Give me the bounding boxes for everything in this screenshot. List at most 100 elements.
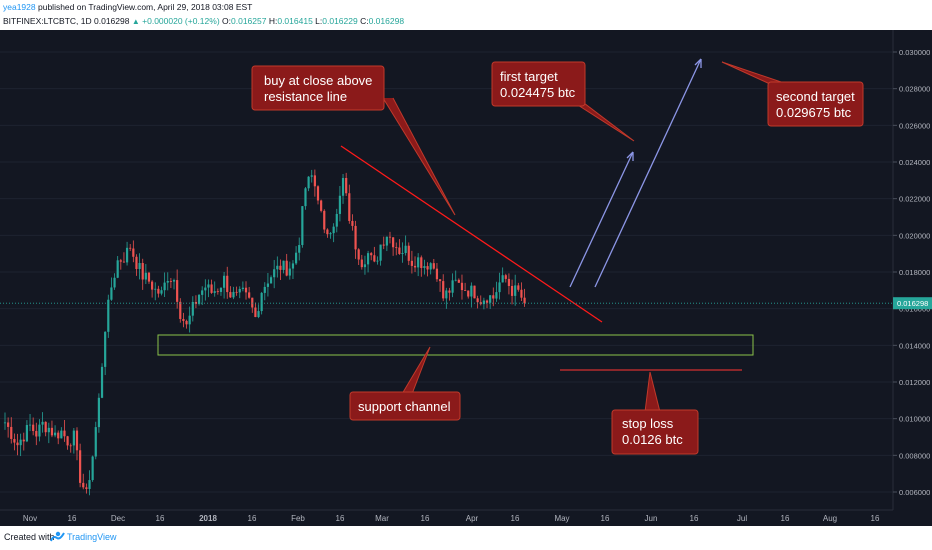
- candle-body: [88, 480, 91, 489]
- candle-body: [185, 320, 188, 325]
- candle-body: [244, 287, 248, 293]
- candle-body: [138, 262, 141, 269]
- price-tick-label: 0.022000: [899, 195, 930, 204]
- candle-body: [7, 422, 10, 427]
- low-value: 0.016229: [322, 16, 358, 26]
- time-tick-label: Nov: [23, 514, 37, 523]
- candle-body: [141, 262, 144, 280]
- triangle-up-icon: ▲: [131, 17, 140, 26]
- high-label: H:: [268, 16, 278, 26]
- callout-first-target[interactable]: first target 0.024475 btc: [491, 61, 635, 142]
- candle-body: [520, 289, 523, 298]
- callout-stop-loss-line1: stop loss: [622, 416, 674, 431]
- candle-body: [501, 275, 504, 283]
- candle-body: [473, 285, 476, 299]
- candle-body: [116, 260, 119, 278]
- candle-body: [132, 248, 135, 257]
- price-chart[interactable]: buy at close above resistance line first…: [0, 30, 932, 526]
- callout-stop-loss-line2: 0.0126 btc: [622, 432, 683, 447]
- callout-support[interactable]: support channel: [349, 346, 461, 421]
- candle-body: [238, 288, 241, 293]
- candle-body: [169, 281, 172, 282]
- candle-body: [388, 236, 392, 238]
- candle-body: [125, 247, 129, 263]
- callout-support-line1: support channel: [358, 399, 451, 414]
- candle-body: [517, 285, 520, 290]
- candle-body: [476, 298, 479, 303]
- resistance-trendline: [340, 145, 603, 323]
- candle-body: [47, 427, 50, 433]
- candle-body: [144, 272, 147, 280]
- callout-stop-loss[interactable]: stop loss 0.0126 btc: [611, 371, 699, 455]
- candle-body: [294, 252, 298, 264]
- time-tick-label: May: [554, 514, 569, 523]
- callout-second-target[interactable]: second target 0.029675 btc: [721, 61, 864, 127]
- candle-body: [269, 277, 273, 284]
- candle-body: [485, 300, 489, 303]
- last-price-badge: [893, 297, 932, 310]
- candle-body: [504, 275, 507, 279]
- candle-body: [41, 421, 44, 425]
- candle-body: [376, 260, 379, 262]
- price-tick-label: 0.010000: [899, 415, 930, 424]
- candle-body: [119, 260, 122, 262]
- candle-body: [273, 269, 276, 278]
- candle-body: [182, 318, 185, 321]
- candle-body: [82, 482, 85, 488]
- candle-body: [219, 287, 223, 292]
- time-axis[interactable]: Nov 16 Dec 16 2018 16 Feb 16 Mar 16 Apr 16 May 16 Jun 1…: [0, 509, 893, 523]
- candle-body: [147, 272, 151, 282]
- candle-body: [207, 284, 210, 288]
- candle-body: [341, 177, 345, 196]
- price-axis[interactable]: 0.030000 0.028000 0.026000 0.024000 0.022000…: [892, 30, 930, 510]
- price-tick-label: 0.008000: [899, 451, 930, 460]
- target-arrow-2-head: [694, 58, 702, 68]
- candle-body: [104, 331, 107, 367]
- author-link[interactable]: yea1928: [3, 2, 36, 12]
- candle-body: [35, 430, 38, 437]
- candle-body: [507, 278, 511, 286]
- last-price-marker: 0.016298: [0, 297, 932, 310]
- candle-body: [154, 288, 157, 290]
- time-tick-label: Jun: [645, 514, 658, 523]
- candle-body: [172, 280, 176, 282]
- tradingview-logo-icon: [50, 531, 65, 542]
- candle-body: [357, 249, 360, 260]
- callout-second-target-line1: second target: [776, 89, 855, 104]
- candle-body: [69, 445, 72, 447]
- candle-body: [429, 263, 432, 270]
- callout-buy[interactable]: buy at close above resistance line: [251, 65, 456, 216]
- candle-body: [229, 292, 232, 298]
- time-tick-label: 16: [781, 514, 790, 523]
- chart-footer: Created with TradingView: [0, 526, 932, 550]
- support-channel-box: [157, 334, 754, 356]
- tradingview-brand-link[interactable]: TradingView: [67, 532, 117, 542]
- price-tick-label: 0.006000: [899, 488, 930, 497]
- candle-body: [329, 233, 332, 235]
- candle-body: [510, 285, 514, 296]
- candle-body: [460, 282, 464, 291]
- candle-body: [467, 290, 470, 297]
- candle-body: [514, 285, 517, 296]
- candle-body: [85, 487, 88, 489]
- price-tick-label: 0.014000: [899, 341, 930, 350]
- candle-body: [110, 287, 113, 300]
- callout-buy-line2: resistance line: [264, 89, 347, 104]
- chart-header: yea1928 published on TradingView.com, Ap…: [0, 0, 932, 30]
- candle-body: [235, 291, 238, 293]
- price-tick-label: 0.012000: [899, 378, 930, 387]
- candle-body: [16, 442, 19, 446]
- candle-body: [260, 292, 263, 312]
- candle-body: [345, 177, 348, 194]
- candle-body: [366, 253, 370, 265]
- candle-body: [157, 288, 160, 294]
- candle-body: [66, 436, 69, 446]
- candle-body: [401, 252, 404, 254]
- time-tick-label: Apr: [466, 514, 479, 523]
- candle-body: [263, 286, 266, 293]
- candle-body: [163, 282, 166, 291]
- chart-svg: buy at close above resistance line first…: [0, 30, 932, 526]
- price-tick-label: 0.030000: [899, 48, 930, 57]
- candle-body: [442, 281, 445, 299]
- candle-body: [392, 237, 395, 248]
